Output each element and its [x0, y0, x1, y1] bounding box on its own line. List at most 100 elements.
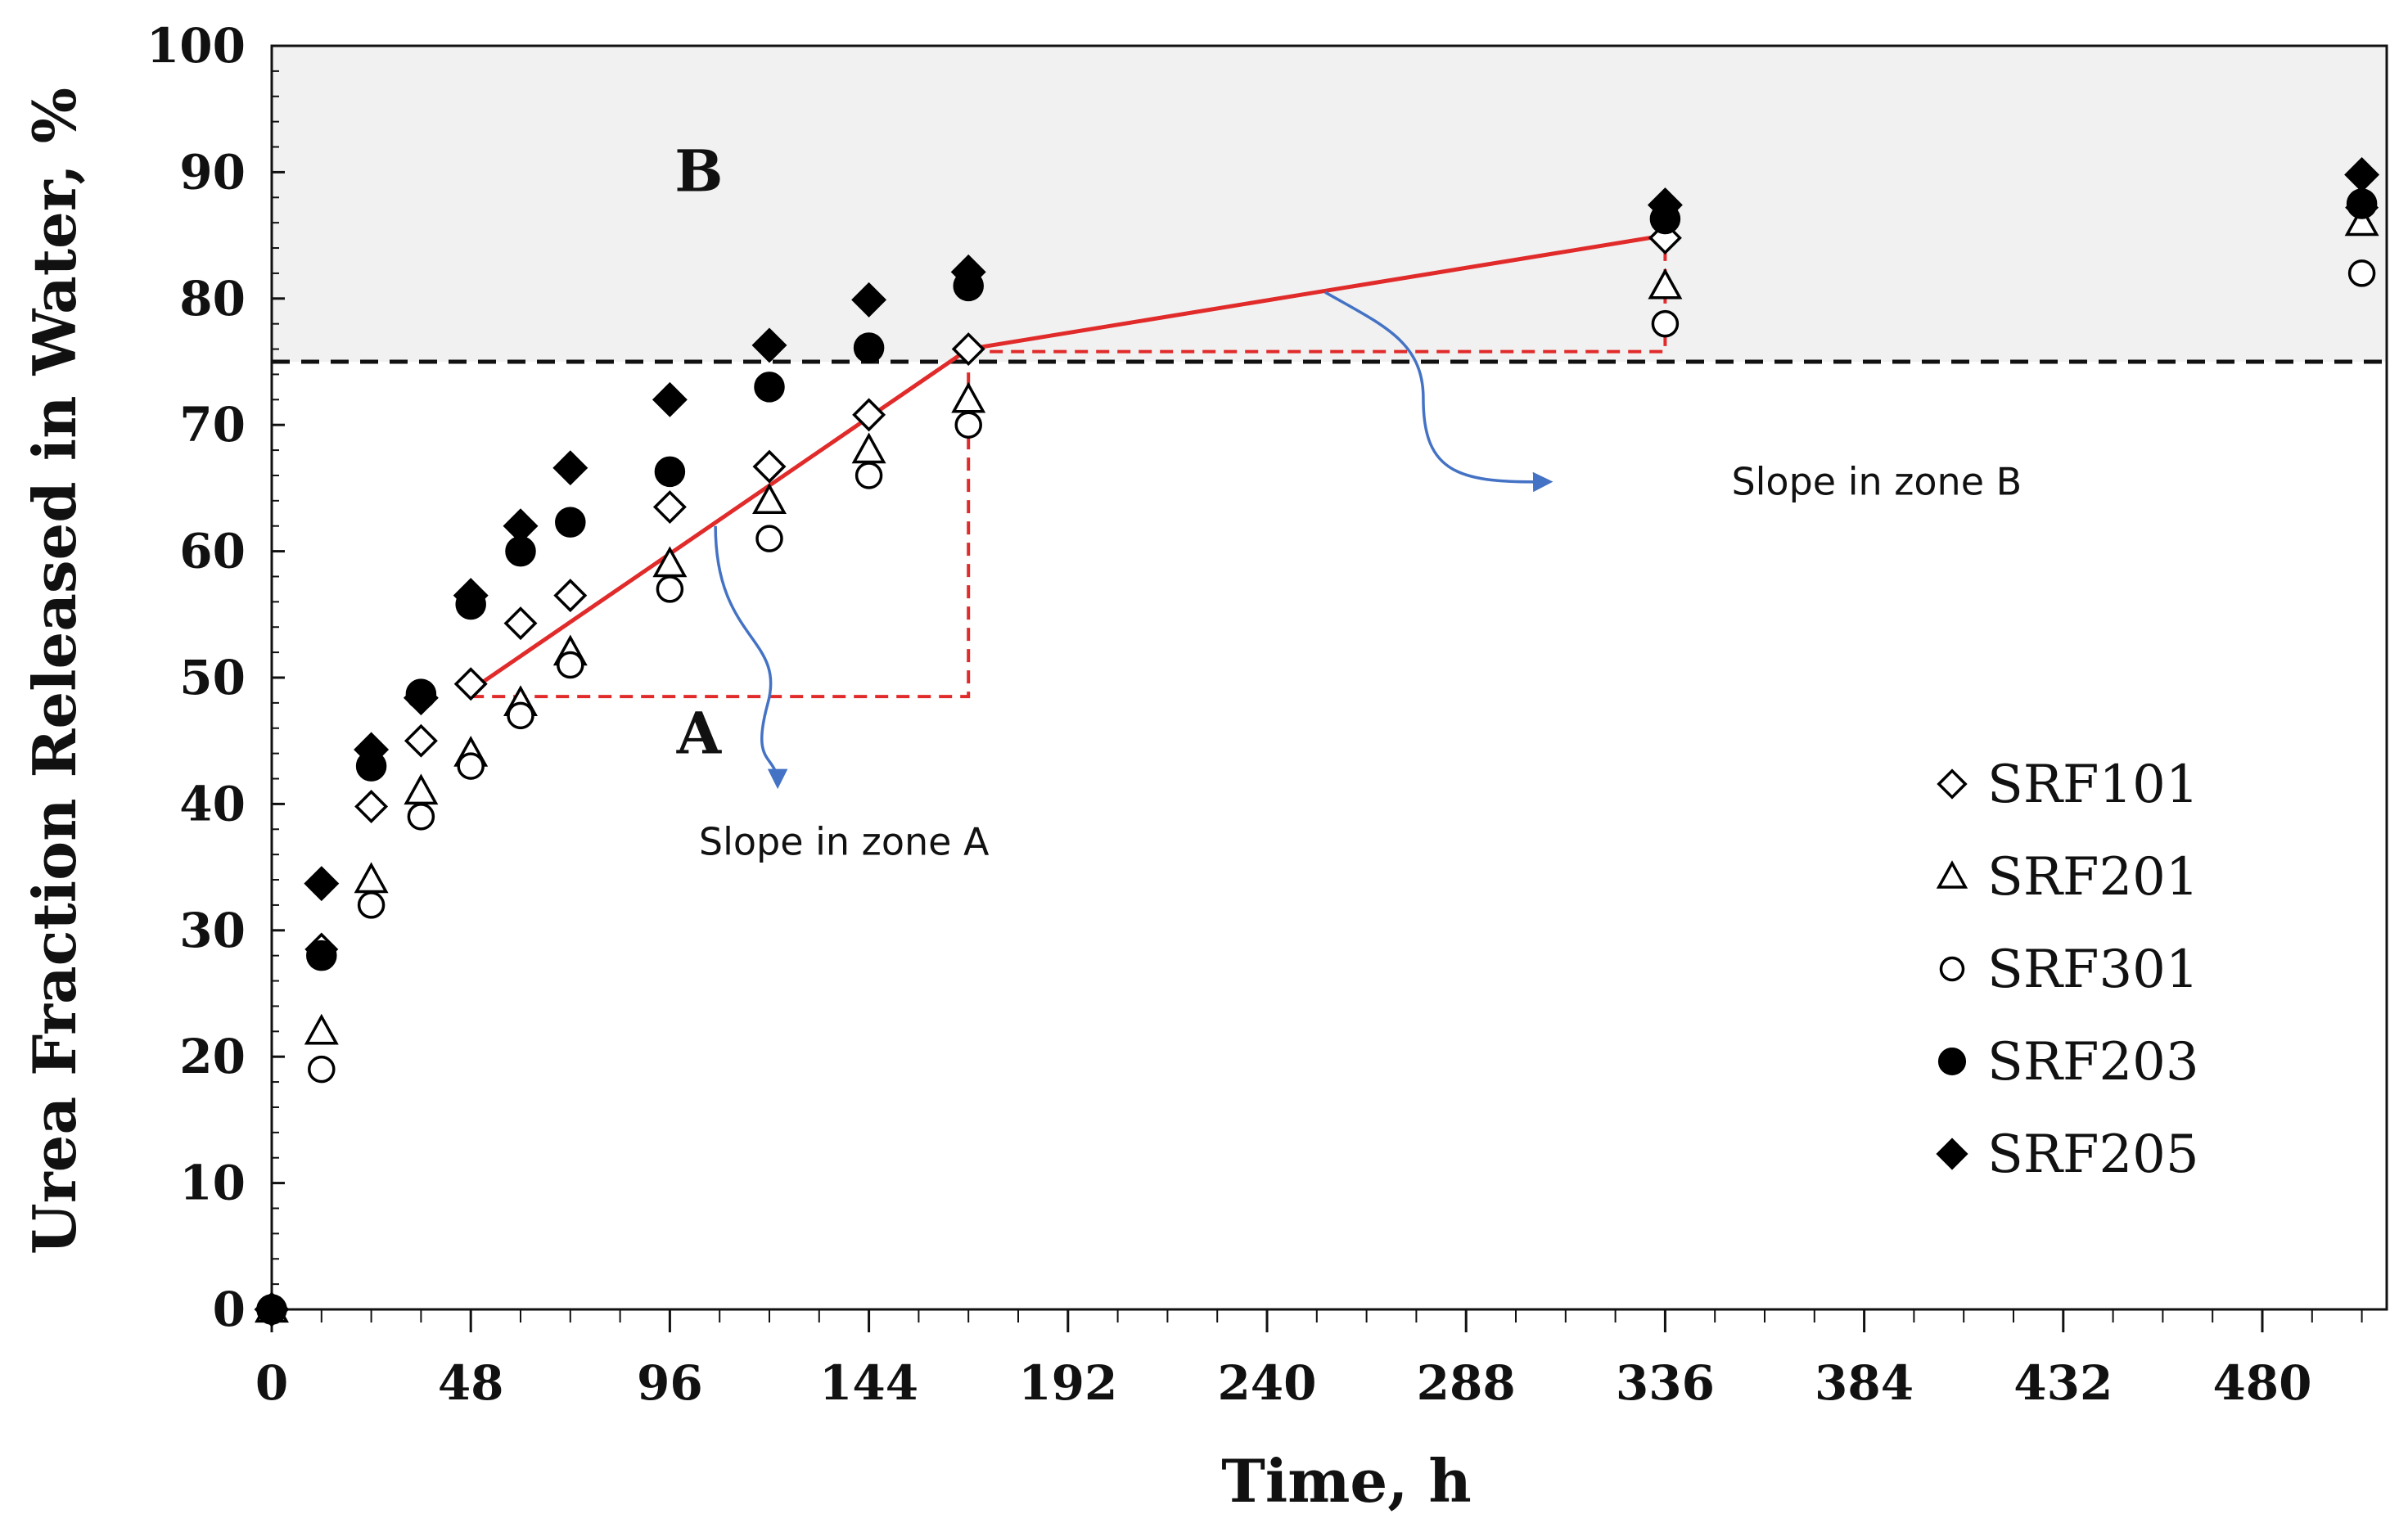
point-srf101 — [951, 332, 985, 367]
point-srf301 — [755, 525, 783, 552]
point-srf205 — [1647, 187, 1683, 223]
y-tick-label: 30 — [179, 903, 246, 958]
legend-label: SRF203 — [1987, 1032, 2199, 1093]
point-srf205 — [552, 450, 588, 486]
series-srf301 — [258, 259, 2376, 1323]
zone-b-label: B — [674, 137, 723, 205]
legend-label: SRF101 — [1987, 755, 2199, 815]
legend-item-srf301: SRF301 — [1939, 939, 2199, 1000]
x-tick-label: 384 — [1815, 1355, 1914, 1411]
slope-triangle-zone-a — [471, 349, 971, 699]
point-srf205 — [652, 381, 688, 417]
point-srf301 — [1651, 309, 1680, 338]
y-tick-label: 20 — [179, 1029, 246, 1084]
fit-line-zone-a — [469, 347, 970, 692]
point-srf101 — [852, 398, 886, 432]
point-srf205 — [751, 327, 787, 363]
y-tick-label: 100 — [147, 18, 246, 74]
y-tick-label: 0 — [213, 1282, 246, 1337]
legend-label: SRF201 — [1987, 847, 2199, 908]
point-srf301 — [656, 575, 684, 603]
x-tick-label: 48 — [438, 1355, 504, 1411]
y-tick-label: 80 — [179, 271, 246, 327]
legend-marker — [1937, 1047, 1967, 1076]
point-srf101 — [752, 449, 787, 484]
point-srf301 — [855, 462, 883, 489]
point-srf205 — [950, 254, 986, 290]
y-tick-label: 90 — [179, 144, 246, 200]
point-srf203 — [2346, 188, 2378, 219]
point-srf101 — [404, 723, 438, 758]
point-srf201 — [1648, 268, 1683, 300]
point-srf205 — [503, 508, 539, 544]
x-tick-label: 288 — [1417, 1355, 1516, 1411]
point-srf205 — [851, 282, 887, 318]
x-axis-title: Time, h — [1221, 1446, 1471, 1516]
point-srf301 — [407, 803, 435, 831]
point-srf201 — [752, 483, 787, 514]
x-tick-label: 480 — [2212, 1355, 2311, 1411]
annotation-arrow — [1324, 291, 1553, 493]
point-srf201 — [354, 862, 389, 894]
y-tick-label: 40 — [179, 776, 246, 831]
x-tick-label: 336 — [1616, 1355, 1715, 1411]
point-srf301 — [557, 651, 584, 679]
zone-b-shade — [272, 46, 2387, 362]
legend-label: SRF205 — [1987, 1124, 2199, 1185]
legend-item-srf203: SRF203 — [1937, 1032, 2199, 1093]
series-srf205 — [254, 157, 2380, 1327]
point-srf205 — [403, 680, 439, 716]
fit-line-zone-b — [967, 233, 1666, 352]
legend-marker — [1937, 768, 1968, 800]
point-srf201 — [304, 1013, 339, 1045]
y-axis-title: Urea Fraction Released in Water, % — [20, 88, 89, 1255]
point-srf201 — [2344, 205, 2379, 237]
point-srf301 — [507, 701, 534, 730]
point-srf101 — [354, 790, 389, 823]
point-srf301 — [954, 411, 982, 439]
x-tick-label: 0 — [255, 1355, 288, 1411]
point-srf205 — [453, 578, 489, 614]
legend-marker — [1936, 860, 1968, 889]
legend-label: SRF301 — [1987, 939, 2199, 1000]
y-tick-label: 70 — [179, 397, 246, 453]
point-srf101 — [553, 579, 588, 613]
point-srf203 — [306, 939, 337, 971]
point-srf201 — [951, 381, 986, 413]
point-srf205 — [354, 732, 390, 768]
point-srf205 — [304, 866, 340, 902]
legend-item-srf101: SRF101 — [1937, 755, 2199, 815]
point-srf101 — [503, 606, 538, 641]
point-srf205 — [2344, 157, 2380, 192]
legend-item-srf205: SRF205 — [1936, 1124, 2199, 1185]
y-tick-label: 50 — [179, 650, 246, 705]
point-srf203 — [555, 507, 586, 538]
point-srf301 — [308, 1055, 336, 1084]
legend-marker — [1939, 956, 1965, 982]
point-srf101 — [652, 490, 687, 525]
x-tick-label: 240 — [1217, 1355, 1316, 1411]
legend-item-srf201: SRF201 — [1936, 847, 2199, 908]
zone-a-label: A — [676, 700, 723, 768]
point-srf301 — [457, 752, 485, 780]
annotation-text: Slope in zone B — [1731, 460, 2022, 504]
point-srf201 — [851, 432, 886, 464]
point-srf301 — [357, 891, 386, 919]
y-tick-label: 60 — [179, 524, 246, 579]
x-tick-label: 432 — [2013, 1355, 2113, 1411]
point-srf205 — [254, 1291, 290, 1327]
x-tick-label: 144 — [819, 1355, 918, 1411]
point-srf201 — [404, 773, 439, 805]
point-srf101 — [453, 667, 488, 701]
legend-marker — [1936, 1138, 1968, 1170]
x-tick-label: 96 — [637, 1355, 703, 1411]
point-srf203 — [853, 332, 885, 363]
annotation-arrow — [714, 525, 788, 790]
point-srf203 — [754, 372, 785, 403]
point-srf301 — [2347, 259, 2376, 287]
x-tick-label: 192 — [1018, 1355, 1117, 1411]
annotation-text: Slope in zone A — [699, 820, 990, 864]
point-srf203 — [654, 456, 686, 488]
